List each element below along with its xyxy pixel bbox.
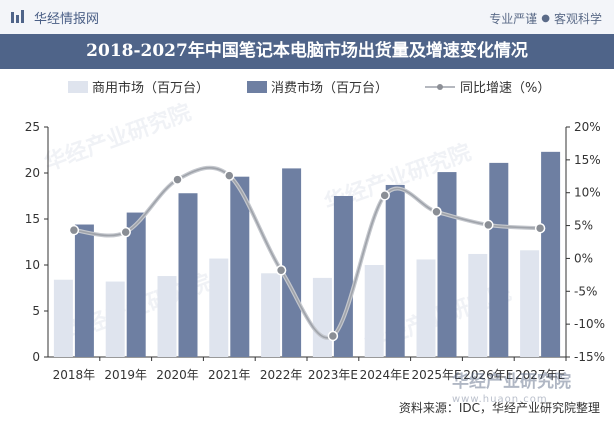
growth-point bbox=[379, 190, 390, 201]
brand: 华经情报网 bbox=[10, 8, 100, 27]
y-right-tick-label: 0% bbox=[574, 251, 593, 265]
corner-watermark: 华经产业研究院 www.huaon.com bbox=[452, 373, 571, 409]
y-right-tick-label: 20% bbox=[574, 120, 601, 134]
chart: 商用市场（百万台） 消费市场（百万台） 同比增速（%） 0 5 10 15 20 25 -15% -… bbox=[25, 80, 605, 382]
bullet-icon: ● bbox=[541, 13, 550, 24]
legend-label-commercial: 商用市场（百万台） bbox=[92, 80, 209, 96]
x-tick-label: 2024年E bbox=[360, 368, 410, 382]
bar-commercial bbox=[157, 276, 177, 357]
bar-consumer bbox=[385, 184, 405, 357]
x-tick-label: 2026年E bbox=[463, 368, 513, 382]
bar-consumer bbox=[333, 196, 353, 357]
bar-commercial bbox=[468, 253, 488, 357]
legend-swatch-commercial bbox=[68, 81, 88, 93]
y-left-tick-label: 20 bbox=[25, 166, 40, 180]
x-tick-label: 2027年E bbox=[515, 368, 565, 382]
legend-label-growth: 同比增速（%） bbox=[460, 81, 550, 96]
y-right-tick-label: -15% bbox=[574, 350, 605, 364]
bar-commercial bbox=[105, 281, 125, 357]
y-left-tick-label: 25 bbox=[25, 120, 40, 134]
bar-commercial bbox=[261, 273, 281, 357]
brand-name: 华经情报网 bbox=[34, 11, 100, 27]
growth-point bbox=[327, 330, 339, 342]
bar-consumer bbox=[541, 151, 561, 357]
bar-consumer bbox=[178, 193, 198, 357]
bar-consumer bbox=[282, 168, 302, 357]
growth-point bbox=[224, 170, 235, 181]
growth-line bbox=[73, 166, 541, 339]
chart-title: 2018-2027年中国笔记本电脑市场出货量及增速变化情况 bbox=[86, 41, 528, 61]
header-bar: 华经情报网 专业严谨 ● 客观科学 bbox=[0, 0, 614, 34]
x-tick-label: 2025年E bbox=[411, 368, 461, 382]
legend-marker-growth bbox=[437, 84, 443, 90]
y-right-tick-label: 5% bbox=[574, 219, 593, 233]
bar-commercial bbox=[209, 258, 229, 357]
bar-consumer bbox=[126, 212, 146, 357]
growth-point bbox=[483, 219, 494, 231]
logo-icon bbox=[11, 10, 24, 23]
y-left-tick-label: 15 bbox=[25, 212, 40, 226]
bar-commercial bbox=[312, 277, 332, 357]
bar-commercial bbox=[364, 265, 384, 357]
slogan: 专业严谨 ● 客观科学 bbox=[489, 10, 602, 27]
x-tick-label: 2023年E bbox=[308, 368, 358, 382]
slogan-right: 客观科学 bbox=[553, 12, 602, 26]
x-tick-label: 2018年 bbox=[53, 368, 96, 382]
growth-point bbox=[431, 206, 442, 218]
y-left-tick-label: 10 bbox=[25, 258, 40, 272]
legend-swatch-consumer bbox=[247, 81, 267, 93]
watermark-url: www.huaon.com bbox=[452, 394, 548, 405]
bar-consumer bbox=[74, 224, 94, 357]
growth-point bbox=[120, 226, 131, 238]
y-left-tick-label: 5 bbox=[32, 304, 40, 318]
bar-consumer bbox=[230, 176, 250, 357]
growth-point bbox=[68, 224, 80, 236]
watermark-text: 华经产业研究院 bbox=[452, 372, 571, 392]
x-tick-label: 2022年 bbox=[260, 368, 303, 382]
y-left-tick-label: 0 bbox=[32, 350, 40, 364]
y-right-tick-label: -10% bbox=[574, 317, 605, 331]
title-bar: 2018-2027年中国笔记本电脑市场出货量及增速变化情况 bbox=[0, 34, 614, 69]
bar-consumer bbox=[437, 172, 457, 357]
x-tick-label: 2019年 bbox=[104, 368, 147, 382]
legend-label-consumer: 消费市场（百万台） bbox=[271, 80, 388, 96]
x-tick-label: 2021年 bbox=[208, 368, 251, 382]
y-right-tick-label: -5% bbox=[574, 284, 597, 298]
growth-point bbox=[534, 222, 546, 234]
bar-commercial bbox=[416, 259, 436, 357]
x-tick-label: 2020年 bbox=[156, 368, 199, 382]
source-note: 资料来源：IDC，华经产业研究院整理 bbox=[398, 401, 600, 415]
slogan-left: 专业严谨 bbox=[489, 12, 538, 26]
bar-commercial bbox=[53, 279, 73, 357]
bar-commercial bbox=[520, 250, 540, 357]
y-right-tick-label: 15% bbox=[574, 153, 601, 167]
growth-point bbox=[275, 265, 287, 276]
y-right-tick-label: 10% bbox=[574, 186, 601, 200]
bar-consumer bbox=[489, 162, 509, 357]
growth-point bbox=[172, 174, 183, 185]
